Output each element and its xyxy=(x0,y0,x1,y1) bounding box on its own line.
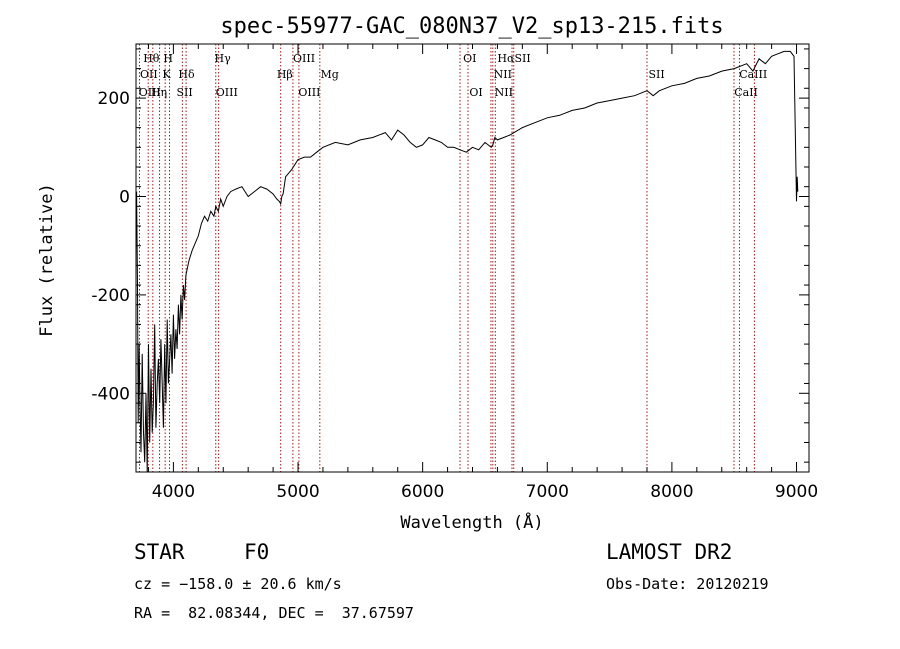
x-axis-label: Wavelength (Å) xyxy=(400,511,543,533)
y-tick-label: 200 xyxy=(98,89,130,109)
line-label-Hθ: Hθ xyxy=(143,52,160,65)
line-label-OIII: OIII xyxy=(298,86,320,99)
line-label-SII: SII xyxy=(177,86,193,99)
x-tick-label: 6000 xyxy=(401,482,444,502)
x-tick-label: 5000 xyxy=(276,482,319,502)
ra-dec: RA = 82.08344, DEC = 37.67597 xyxy=(134,604,414,622)
line-label-CaII: CaII xyxy=(734,86,758,99)
spectrum-series-line xyxy=(135,50,799,473)
line-label-OIII: OIII xyxy=(293,52,315,65)
line-label-OII: OII xyxy=(140,68,158,81)
line-label-K: K xyxy=(162,68,171,81)
y-tick-label: -200 xyxy=(91,286,130,306)
line-label-SII: SII xyxy=(648,68,664,81)
redshift-cz: cz = −158.0 ± 20.6 km/s xyxy=(134,575,342,593)
object-subclass: F0 xyxy=(244,540,270,564)
spectral-line-markers xyxy=(138,44,755,472)
x-tick-label: 9000 xyxy=(775,482,818,502)
line-label-NII: NII xyxy=(495,86,513,99)
object-class: STAR xyxy=(134,540,185,564)
line-label-OI: OI xyxy=(469,86,482,99)
y-axis-label: Flux (relative) xyxy=(37,183,57,337)
line-label-Mg: Mg xyxy=(320,68,338,81)
line-label-OIII: OIII xyxy=(139,86,161,99)
line-label-OIII: OIII xyxy=(216,86,238,99)
survey-name: LAMOST DR2 xyxy=(606,540,733,564)
line-label-HαSII: HαSII xyxy=(497,52,530,65)
line-label-Hγ: Hγ xyxy=(215,52,232,65)
plot-frame xyxy=(135,43,810,473)
obs-date: Obs-Date: 20120219 xyxy=(606,575,769,593)
y-tick-label: 0 xyxy=(119,188,130,208)
y-tick-label: -400 xyxy=(91,384,130,404)
line-label-Hβ: Hβ xyxy=(277,68,293,81)
axis-ticks: 4000 5000 6000 7000 8000 9000 -400 -200 0 200 xyxy=(91,44,818,502)
line-label-OI: OI xyxy=(463,52,476,65)
x-tick-label: 8000 xyxy=(650,482,693,502)
line-label-CaIII: CaIII xyxy=(739,68,767,81)
chart-title: spec-55977-GAC_080N37_V2_sp13-215.fits xyxy=(220,14,723,39)
x-tick-label: 4000 xyxy=(152,482,195,502)
line-label-NII: NII xyxy=(494,68,512,81)
line-label-Hη: Hη xyxy=(151,86,167,99)
x-tick-label: 7000 xyxy=(526,482,569,502)
line-label-Hδ: Hδ xyxy=(178,68,195,81)
line-label-H: H xyxy=(163,52,173,65)
